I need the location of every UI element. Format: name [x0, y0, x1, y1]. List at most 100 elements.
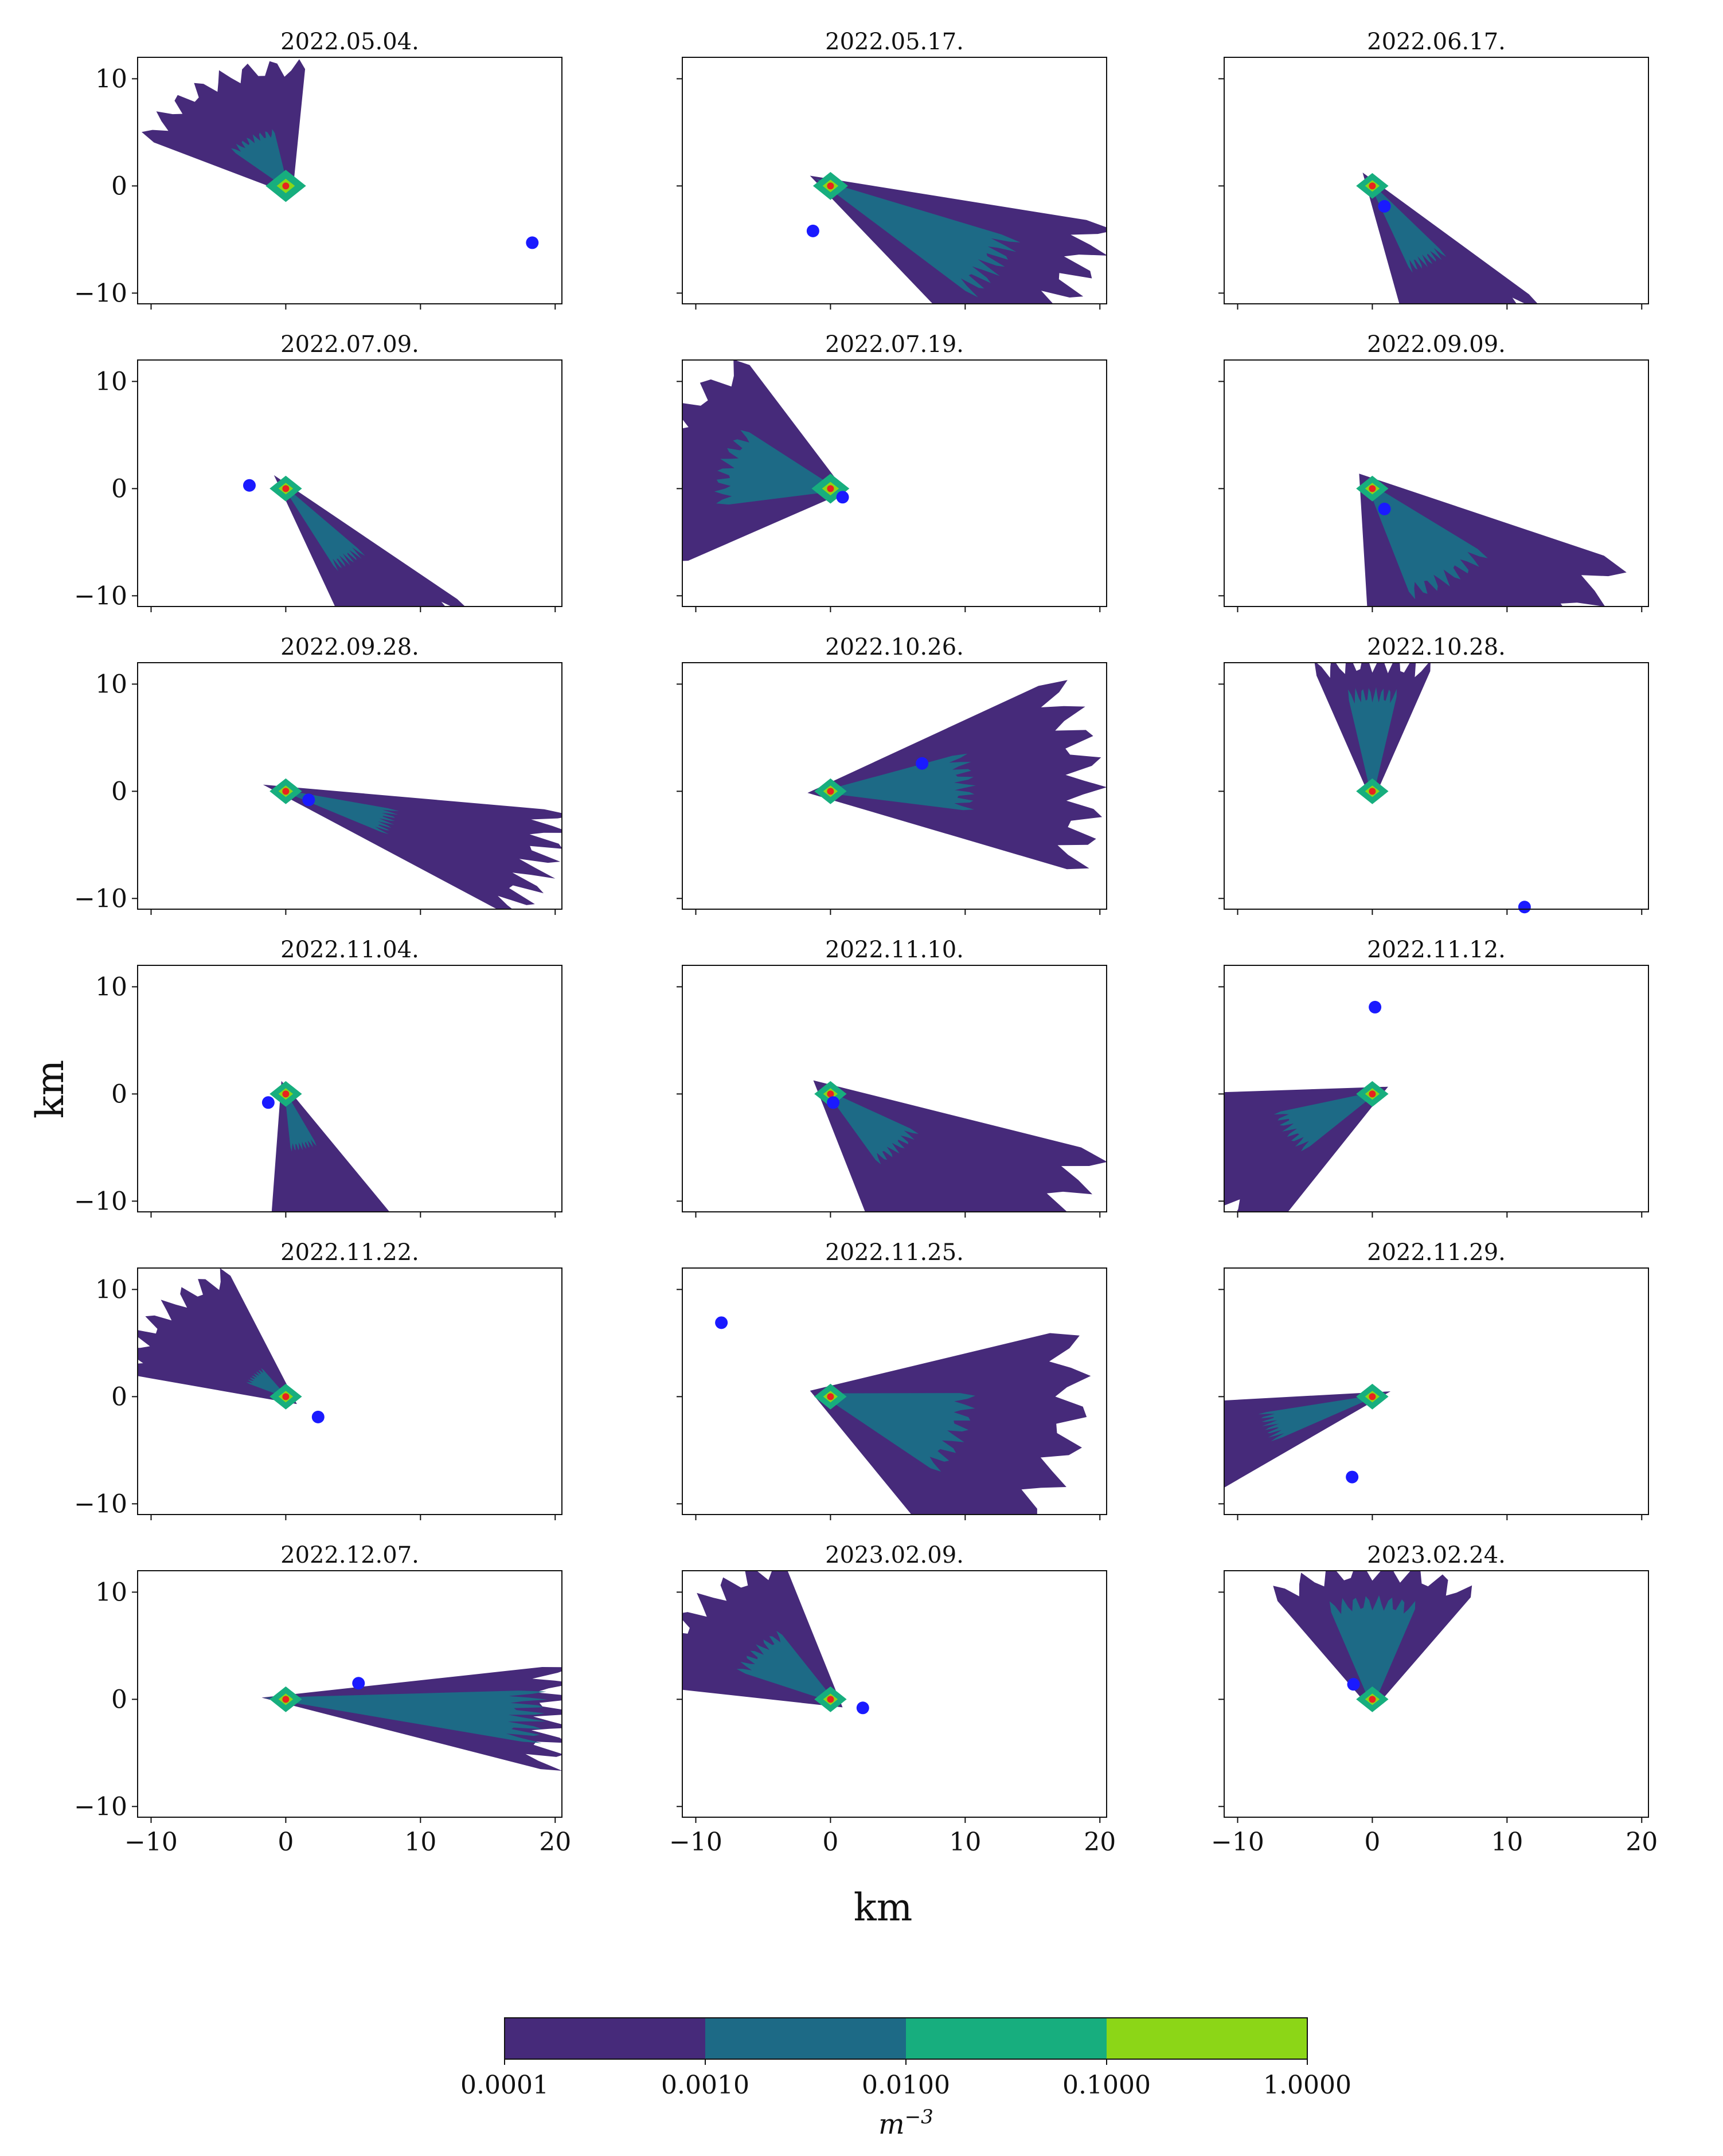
- source-point: [1369, 1090, 1376, 1098]
- y-tick-label: 0: [111, 1685, 127, 1714]
- plume-area: [142, 59, 306, 202]
- panel-title: 2022.12.07.: [280, 1542, 419, 1568]
- panel: 2022.09.09.: [1218, 331, 1649, 612]
- y-tick-label: 0: [111, 777, 127, 806]
- contour-band-0001: [138, 1268, 297, 1404]
- contour-band-0001: [1362, 173, 1538, 304]
- plume-area: [1224, 1081, 1389, 1212]
- y-tick-label: 0: [111, 474, 127, 503]
- panel-title: 2022.11.29.: [1367, 1239, 1506, 1266]
- contour-band-001: [736, 1630, 837, 1704]
- contour-band-001: [818, 753, 976, 811]
- source-point: [1369, 788, 1376, 795]
- plot-frame: [1224, 57, 1649, 304]
- plot-frame: [1224, 1267, 1649, 1515]
- contour-band-001: [264, 1691, 548, 1743]
- plot-frame: [137, 1267, 562, 1515]
- x-axis-label: km: [854, 1885, 913, 1930]
- source-point: [282, 182, 290, 190]
- contour-band-001: [1258, 1394, 1382, 1442]
- panel: 2022.11.12.: [1218, 937, 1649, 1218]
- receptor-point: [302, 793, 315, 807]
- panel: 2022.07.09. −10 0 10: [74, 331, 562, 612]
- plume-area: [682, 1571, 847, 1712]
- source-point: [827, 788, 834, 795]
- y-tick-label: 0: [111, 1382, 127, 1411]
- plume-area: [261, 1667, 562, 1771]
- source-point: [827, 485, 834, 492]
- y-tick-label: −10: [74, 279, 127, 308]
- y-tick-label: −10: [74, 1187, 127, 1216]
- receptor-point: [916, 757, 929, 770]
- x-tick-label: 10: [949, 1828, 981, 1857]
- plume-area: [813, 1080, 1107, 1212]
- contour-band-0001: [271, 1081, 390, 1212]
- panel: 2022.10.28.: [1218, 634, 1649, 915]
- source-point: [1369, 1393, 1376, 1400]
- y-tick-label: 10: [95, 1578, 127, 1607]
- panel: 2022.10.26.: [677, 634, 1107, 915]
- panel: 2022.11.10.: [677, 937, 1107, 1218]
- panel-title: 2022.10.26.: [825, 634, 964, 660]
- plot-frame: [1224, 1570, 1649, 1818]
- x-tick-label: 20: [539, 1828, 571, 1857]
- plume-area: [1224, 1383, 1391, 1488]
- source-point: [282, 788, 290, 795]
- contour-band-001: [714, 430, 840, 505]
- colorbar-tick-label: 0.0001: [460, 2071, 549, 2100]
- receptor-point: [1378, 199, 1391, 213]
- receptor-point: [1347, 1678, 1360, 1691]
- y-tick-label: 10: [95, 367, 127, 396]
- contour-band-0001: [813, 1080, 1107, 1212]
- receptor-point: [715, 1316, 728, 1329]
- contour-band-0001: [807, 680, 1107, 870]
- contour-band-001: [230, 129, 289, 190]
- x-tick-label: −10: [124, 1828, 178, 1857]
- plume-area: [138, 1268, 302, 1410]
- plot-frame: [682, 1267, 1107, 1515]
- y-tick-label: 10: [95, 972, 127, 1001]
- plume-area: [807, 680, 1107, 870]
- receptor-point: [261, 1096, 275, 1109]
- receptor-point: [856, 1701, 869, 1715]
- source-point: [282, 1696, 290, 1703]
- plot-frame: [1224, 965, 1649, 1212]
- y-tick-label: −10: [74, 884, 127, 913]
- colorbar-segment: [906, 2018, 1107, 2059]
- panel-title: 2022.05.04.: [280, 29, 419, 55]
- panel-title: 2022.06.17.: [1367, 29, 1506, 55]
- panel: 2022.11.25.: [677, 1239, 1107, 1520]
- colorbar-segment: [1107, 2018, 1307, 2059]
- contour-band-0001: [274, 475, 466, 607]
- colorbar-segment: [705, 2018, 906, 2059]
- colorbar-segment: [505, 2018, 705, 2059]
- x-tick-label: −10: [1211, 1828, 1264, 1857]
- receptor-point: [827, 1096, 840, 1109]
- contour-band-001: [816, 178, 1021, 298]
- plot-frame: [682, 57, 1107, 304]
- x-tick-label: 10: [404, 1828, 436, 1857]
- receptor-point: [1518, 901, 1531, 914]
- panel: 2022.06.17.: [1218, 29, 1649, 310]
- colorbar: 0.0001 0.0010 0.0100 0.1000 1.0000 m−3: [460, 2017, 1351, 2141]
- plot-frame: [137, 965, 562, 1212]
- plot-frame: [1224, 662, 1649, 910]
- receptor-point: [311, 1410, 325, 1423]
- source-point: [1369, 1696, 1376, 1703]
- panel-title: 2022.10.28.: [1367, 634, 1506, 660]
- x-tick-label: −10: [669, 1828, 722, 1857]
- panel: 2023.02.09. −10 0 10 20: [669, 1542, 1116, 1857]
- plot-frame: [137, 1570, 562, 1818]
- plot-frame: [682, 965, 1107, 1212]
- colorbar-tick-label: 0.0010: [661, 2071, 749, 2100]
- colorbar-unit-label: m−3: [878, 2106, 933, 2141]
- y-tick-label: 10: [95, 64, 127, 93]
- contour-band-001: [1273, 1090, 1380, 1152]
- y-tick-label: 0: [111, 1079, 127, 1109]
- source-point: [282, 1393, 290, 1400]
- receptor-point: [243, 479, 256, 492]
- contour-band-0001: [1224, 1391, 1391, 1488]
- receptor-point: [1378, 502, 1391, 515]
- receptor-point: [836, 491, 849, 504]
